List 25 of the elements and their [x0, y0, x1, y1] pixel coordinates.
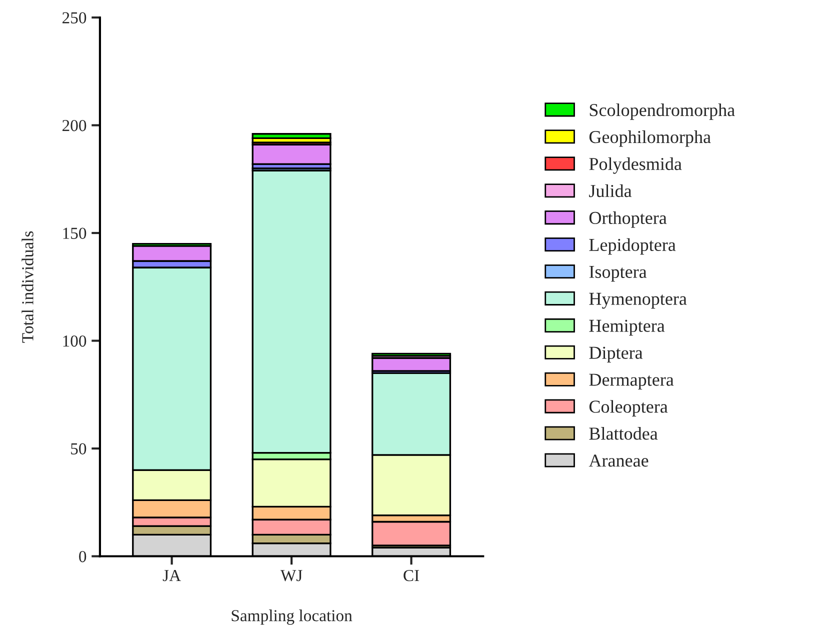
- legend-label: Scolopendromorpha: [590, 103, 735, 120]
- y-tick-label: 100: [63, 335, 86, 347]
- legend-label: Geophilomorpha: [589, 130, 711, 147]
- y-tick-label: 50: [71, 443, 86, 454]
- y-axis-title: Total individuals: [22, 231, 34, 343]
- x-tick-label: WJ: [280, 570, 302, 582]
- legend-label: Blattodea: [589, 427, 658, 440]
- y-tick-label: 150: [63, 228, 86, 239]
- legend-label: Julida: [589, 184, 632, 198]
- legend-label: Dermaptera: [589, 374, 674, 390]
- x-tick-label: CI: [404, 570, 420, 582]
- legend-label: Isoptera: [589, 266, 647, 282]
- y-tick-label: 0: [79, 550, 86, 562]
- legend-label: Araneae: [588, 454, 648, 467]
- legend-label: Hemiptera: [589, 320, 665, 336]
- x-tick-label: JA: [162, 570, 181, 582]
- legend-label: Hymenoptera: [589, 292, 687, 309]
- legend-label: Diptera: [589, 346, 643, 363]
- y-tick-label: 250: [62, 12, 86, 24]
- legend-label: Polydesmida: [589, 157, 682, 174]
- legend-label: Orthoptera: [589, 211, 667, 228]
- legend-label: Lepidoptera: [589, 238, 676, 255]
- legend-label: Coleoptera: [589, 400, 668, 416]
- x-axis-title: Sampling location: [232, 610, 352, 625]
- y-tick-label: 200: [62, 120, 86, 132]
